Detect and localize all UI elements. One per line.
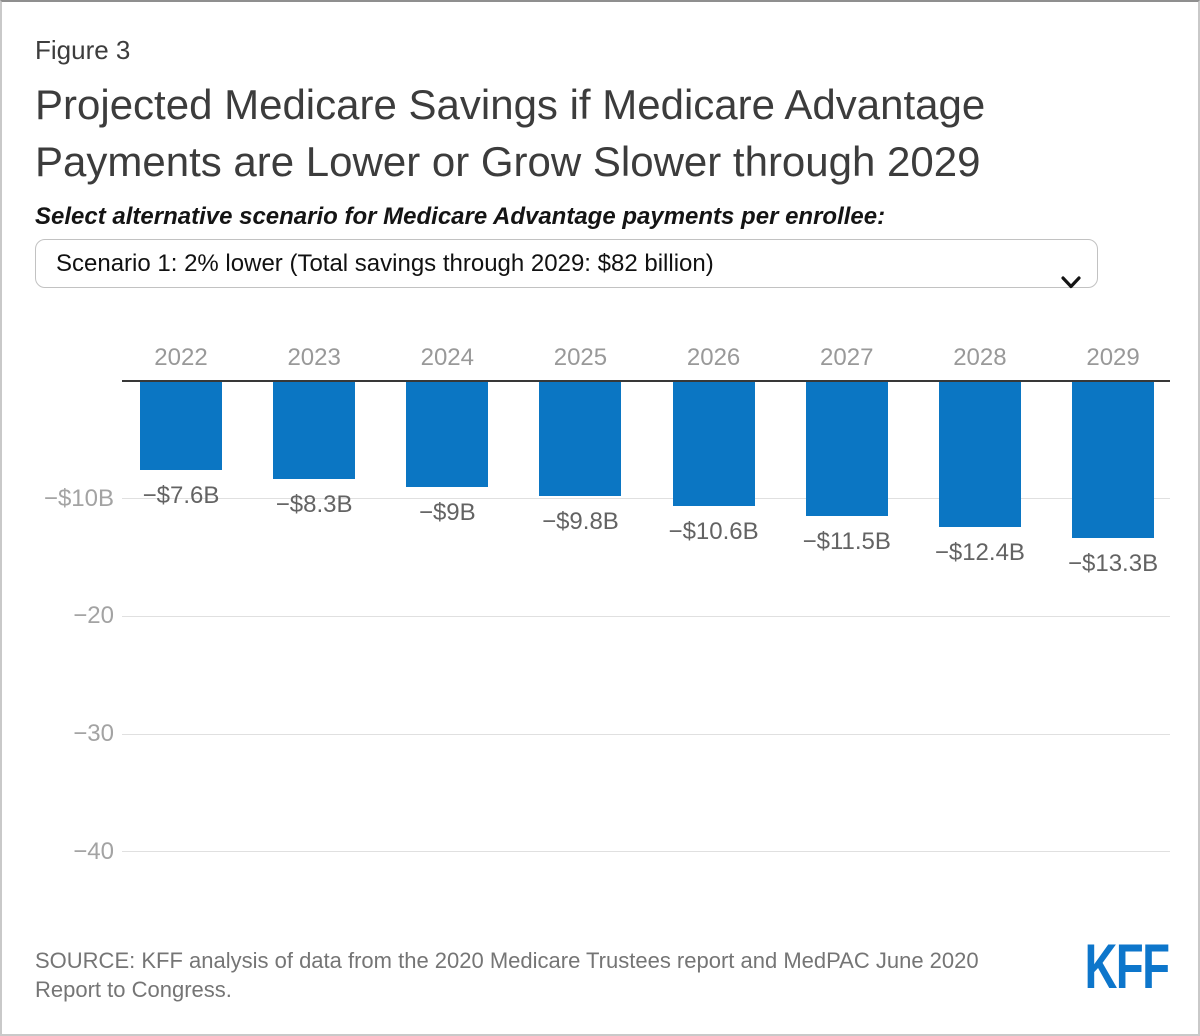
gridline: [122, 851, 1170, 853]
bar-value-label: −$8.3B: [275, 490, 353, 518]
bar-value-label: −$9.8B: [542, 508, 619, 536]
bar-2022[interactable]: [140, 382, 222, 471]
category-label: 2027: [820, 344, 874, 371]
category-label: 2024: [420, 344, 474, 371]
source-note: SOURCE: KFF analysis of data from the 20…: [35, 948, 979, 1002]
category-label: 2023: [287, 344, 341, 371]
bar-2026[interactable]: [672, 382, 755, 506]
scenario-selected-value: Scenario 1: 2% lower (Total savings thro…: [56, 250, 714, 277]
category-label: 2028: [953, 344, 1007, 371]
bar-2029[interactable]: [1072, 382, 1155, 538]
bar-value-label: −$10.6B: [668, 517, 759, 545]
x-axis-line: [122, 380, 1170, 382]
gridline: [122, 615, 1170, 617]
y-axis-tick-label: −$10B: [43, 484, 114, 512]
category-label: 2026: [686, 344, 741, 371]
bar-2025[interactable]: [539, 382, 622, 497]
bar-value-label: −$11.5B: [802, 528, 891, 556]
bar-2023[interactable]: [273, 382, 356, 479]
category-label: 2029: [1086, 344, 1140, 371]
gridline: [122, 733, 1170, 735]
bar-value-label: −$13.3B: [1068, 549, 1159, 577]
chevron-down-icon: [1061, 258, 1081, 305]
y-axis-tick-label: −20: [73, 602, 114, 630]
gridline: [122, 498, 1170, 500]
bar-2028[interactable]: [938, 382, 1021, 527]
y-axis-tick-label: −30: [73, 720, 114, 748]
page-title: Projected Medicare Savings if Medicare A…: [35, 81, 986, 185]
y-axis-tick-label: −40: [73, 837, 114, 865]
bar-2024[interactable]: [406, 382, 489, 487]
scenario-select[interactable]: Scenario 1: 2% lower (Total savings thro…: [35, 239, 1098, 289]
category-label: 2022: [154, 344, 208, 371]
scenario-select-label: Select alternative scenario for Medicare…: [35, 203, 886, 230]
category-label: 2025: [553, 344, 608, 371]
bar-2027[interactable]: [805, 382, 888, 517]
figure-number: Figure 3: [35, 35, 131, 65]
kff-logo: KFF: [1084, 932, 1169, 1002]
bar-value-label: −$12.4B: [934, 538, 1025, 566]
bar-value-label: −$9B: [418, 498, 476, 526]
bar-value-label: −$7.6B: [142, 482, 220, 510]
